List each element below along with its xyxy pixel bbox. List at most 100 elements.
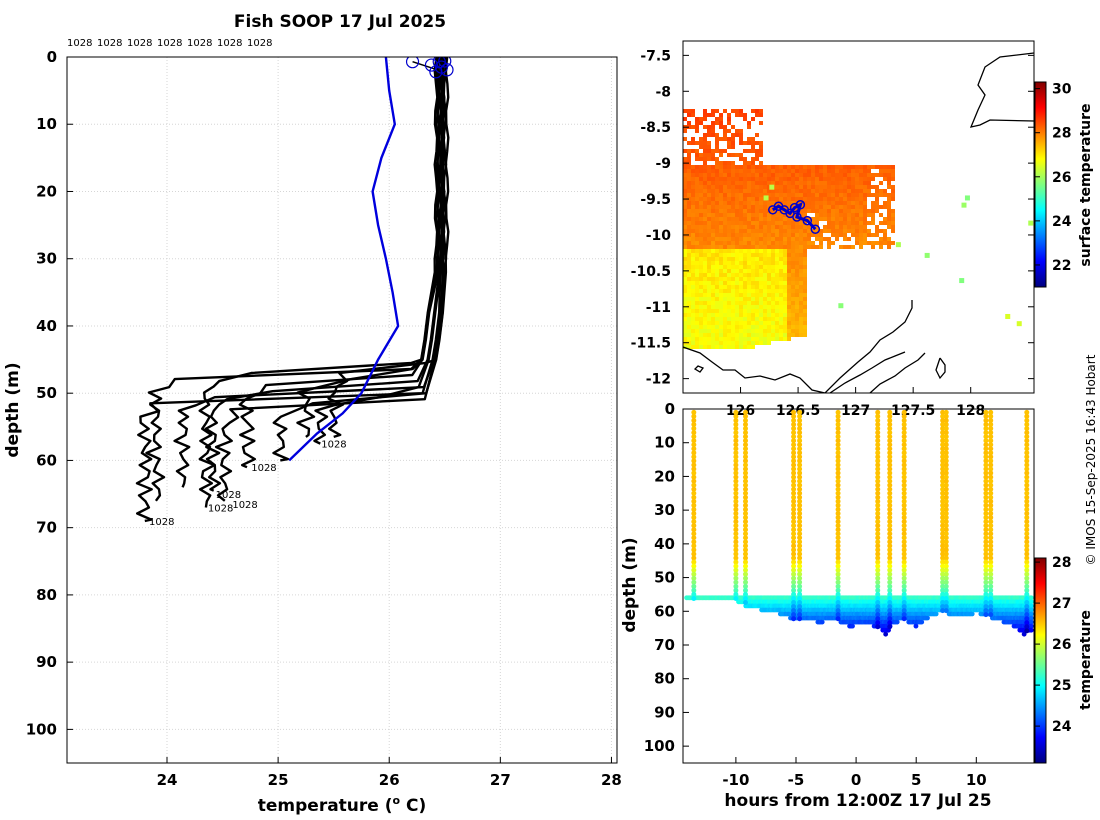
- sst-cell: [743, 281, 747, 285]
- sst-cell: [687, 165, 691, 169]
- sst-cell: [703, 225, 707, 229]
- sst-cell: [723, 297, 727, 301]
- sst-cell: [703, 277, 707, 281]
- section-point: [797, 571, 803, 577]
- section-point: [943, 466, 949, 472]
- section-point: [988, 559, 994, 565]
- sst-cell: [799, 285, 803, 289]
- sst-cell: [787, 277, 791, 281]
- sst-cell: [727, 137, 731, 141]
- sst-cell: [839, 221, 843, 225]
- sst-cell: [723, 281, 727, 285]
- sst-cell: [715, 313, 719, 317]
- sst-cell: [723, 301, 727, 305]
- sst-cell: [795, 285, 799, 289]
- section-point: [983, 494, 989, 500]
- sst-cell: [795, 261, 799, 265]
- y-tick-label: 40: [36, 317, 57, 335]
- sst-cell: [735, 173, 739, 177]
- sst-cell: [735, 337, 739, 341]
- section-point: [733, 462, 739, 468]
- sst-cell: [747, 141, 751, 145]
- sst-cell: [687, 209, 691, 213]
- sst-cell: [779, 261, 783, 265]
- section-point: [875, 600, 881, 606]
- sst-cell: [859, 181, 863, 185]
- sst-cell: [739, 301, 743, 305]
- section-point: [791, 608, 797, 614]
- section-point: [887, 559, 893, 565]
- sst-cell: [851, 229, 855, 233]
- sst-cell: [707, 153, 711, 157]
- section-point: [887, 498, 893, 504]
- sst-cell: [843, 213, 847, 217]
- sst-cell: [831, 173, 835, 177]
- sst-cell: [739, 185, 743, 189]
- section-point: [940, 470, 946, 476]
- sst-cell: [703, 249, 707, 253]
- sst-cell: [831, 189, 835, 193]
- sst-cell: [783, 305, 787, 309]
- sst-cell: [695, 177, 699, 181]
- sst-cell: [855, 233, 859, 237]
- coastline-path: [683, 346, 826, 393]
- section-point: [887, 502, 893, 508]
- sst-cell: [787, 301, 791, 305]
- sst-cell: [891, 189, 895, 193]
- section-point: [988, 604, 994, 610]
- sst-cell: [727, 213, 731, 217]
- section-point: [791, 494, 797, 500]
- section-point: [797, 478, 803, 484]
- sst-cell: [771, 201, 775, 205]
- section-point: [983, 442, 989, 448]
- sst-cell: [803, 221, 807, 225]
- sst-cell: [703, 133, 707, 137]
- sst-cell: [843, 233, 847, 237]
- sst-cell: [755, 225, 759, 229]
- sst-cell: [767, 329, 771, 333]
- sst-cell: [815, 177, 819, 181]
- section-point: [940, 604, 946, 610]
- section-x-tick-label: 5: [911, 771, 921, 789]
- map-y-tick-label: -8.5: [640, 120, 671, 136]
- sst-cell: [851, 225, 855, 229]
- sst-cell: [759, 253, 763, 257]
- sst-cell: [779, 253, 783, 257]
- sst-cell: [799, 293, 803, 297]
- sst-cell: [863, 193, 867, 197]
- sst-cell: [715, 169, 719, 173]
- section-y-tick-label: 0: [665, 400, 675, 418]
- sst-cell: [755, 233, 759, 237]
- sst-cell: [731, 257, 735, 261]
- sst-cell: [791, 297, 795, 301]
- sst-cell: [755, 197, 759, 201]
- section-point: [1024, 551, 1030, 557]
- sst-cell: [871, 173, 875, 177]
- sst-cell: [707, 273, 711, 277]
- section-point: [691, 567, 697, 573]
- section-point: [1024, 563, 1030, 569]
- section-point: [797, 466, 803, 472]
- section-point: [943, 515, 949, 521]
- section-point: [691, 579, 697, 585]
- sst-cell: [859, 169, 863, 173]
- sst-cell: [707, 285, 711, 289]
- sst-cell: [727, 197, 731, 201]
- sst-cell: [711, 205, 715, 209]
- sst-cell: [699, 217, 703, 221]
- sst-cell: [759, 121, 763, 125]
- sst-cell: [779, 329, 783, 333]
- sst-cell: [891, 221, 895, 225]
- track-point: [792, 212, 802, 222]
- sst-cell: [755, 325, 759, 329]
- sst-cell: [723, 233, 727, 237]
- sst-cell: [727, 289, 731, 293]
- sst-cell: [891, 177, 895, 181]
- section-point: [733, 438, 739, 444]
- sst-cell: [755, 177, 759, 181]
- section-point: [901, 612, 907, 618]
- sst-cell: [803, 261, 807, 265]
- sst-cell: [843, 197, 847, 201]
- sst-cell: [723, 325, 727, 329]
